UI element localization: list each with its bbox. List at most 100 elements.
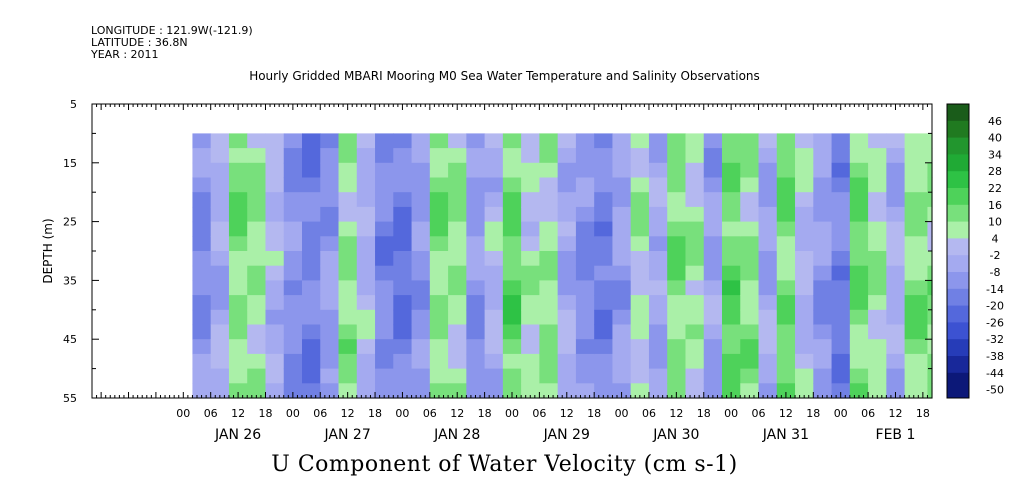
heatmap-cell [630, 251, 650, 267]
heatmap-cell [722, 353, 741, 370]
heatmap-cell [740, 221, 760, 237]
heatmap-cell [228, 339, 248, 355]
heatmap-cell [886, 339, 906, 355]
colorbar-label: 46 [988, 115, 1002, 128]
heatmap-cell [466, 206, 486, 223]
heatmap-cell [685, 353, 705, 370]
heatmap-cell [320, 324, 340, 340]
heatmap-cell [502, 192, 522, 208]
x-tick-label: 06 [423, 407, 437, 420]
heatmap-cell [557, 339, 577, 355]
y-tick-label: 25 [63, 216, 77, 229]
heatmap-cell [612, 280, 632, 296]
heatmap-cell [356, 192, 376, 208]
heatmap-cell [521, 339, 540, 355]
heatmap-cell [612, 368, 632, 384]
heatmap-cell [868, 192, 887, 208]
heatmap-cell [466, 295, 486, 311]
heatmap-cell [849, 148, 869, 164]
heatmap-cell [502, 353, 522, 370]
heatmap-cell [484, 177, 504, 193]
heatmap-cell [356, 206, 376, 223]
heatmap-cell [411, 309, 431, 326]
colorbar-frame [946, 103, 970, 399]
heatmap-cell [813, 148, 833, 164]
heatmap-cell [776, 324, 796, 340]
heatmap-cell [411, 148, 431, 164]
heatmap-cell [776, 251, 796, 267]
heatmap-cell [429, 265, 449, 281]
heatmap-cell [703, 192, 723, 208]
heatmap-cell [247, 148, 267, 164]
heatmap-cell [302, 206, 321, 223]
heatmap-cell [630, 353, 650, 370]
heatmap-cell [448, 353, 467, 370]
heatmap-cell [849, 177, 869, 193]
heatmap-cell [210, 295, 230, 311]
heatmap-cell [849, 162, 869, 179]
heatmap-cell [192, 339, 212, 355]
heatmap-cell [557, 206, 577, 223]
heatmap-cell [868, 383, 887, 399]
heatmap-cell [740, 353, 760, 370]
heatmap-cell [539, 309, 559, 326]
heatmap-cell [795, 192, 814, 208]
x-tick-label: 12 [560, 407, 574, 420]
heatmap-cell [302, 295, 321, 311]
heatmap-cell [667, 309, 687, 326]
colorbar-label: -44 [986, 367, 1004, 380]
heatmap-cell [667, 295, 687, 311]
heatmap-cell [685, 236, 705, 252]
heatmap-cell [795, 339, 814, 355]
heatmap-cell [393, 295, 413, 311]
heatmap-cell [502, 133, 522, 149]
heatmap-cell [210, 251, 230, 267]
heatmap-cell [868, 133, 887, 149]
heatmap-cell [338, 295, 358, 311]
heatmap-cell [667, 280, 687, 296]
heatmap-cell [685, 265, 705, 281]
heatmap-cell [338, 383, 358, 399]
heatmap-cell [429, 221, 449, 237]
heatmap-cell [575, 162, 595, 179]
heatmap-cell [521, 353, 540, 370]
heatmap-cell [849, 353, 869, 370]
heatmap-cell [429, 295, 449, 311]
heatmap-cell [411, 280, 431, 296]
heatmap-cell [813, 133, 833, 149]
heatmap-cell [411, 383, 431, 399]
heatmap-cell [228, 383, 248, 399]
heatmap-cell [411, 324, 431, 340]
heatmap-cell [521, 251, 540, 267]
x-tick-label: 12 [669, 407, 683, 420]
heatmap-cell [338, 162, 358, 179]
heatmap-cell [448, 192, 467, 208]
colorbar-label: -20 [986, 300, 1004, 313]
heatmap-cell [484, 368, 504, 384]
heatmap-cell [484, 295, 504, 311]
heatmap-cell [356, 280, 376, 296]
heatmap-cell [393, 133, 413, 149]
heatmap-cell [740, 368, 760, 384]
heatmap-cell [740, 162, 760, 179]
heatmap-cell [795, 280, 814, 296]
x-day-label: JAN 29 [543, 427, 590, 443]
heatmap-cell [813, 265, 833, 281]
heatmap-cell [886, 383, 906, 399]
heatmap-cell [539, 353, 559, 370]
heatmap-cell [228, 280, 248, 296]
heatmap-cell [886, 368, 906, 384]
heatmap-cell [521, 206, 540, 223]
heatmap-cell [502, 324, 522, 340]
year-label: YEAR : 2011 [91, 48, 159, 61]
heatmap-cell [320, 236, 340, 252]
heatmap-cell [375, 162, 394, 179]
heatmap-cell [539, 177, 559, 193]
heatmap-cell [521, 148, 540, 164]
x-tick-label: 18 [806, 407, 820, 420]
heatmap-cell [904, 133, 929, 149]
heatmap-cell [886, 133, 906, 149]
heatmap-cell [776, 280, 796, 296]
heatmap-cell [667, 148, 687, 164]
heatmap-cell [740, 339, 760, 355]
